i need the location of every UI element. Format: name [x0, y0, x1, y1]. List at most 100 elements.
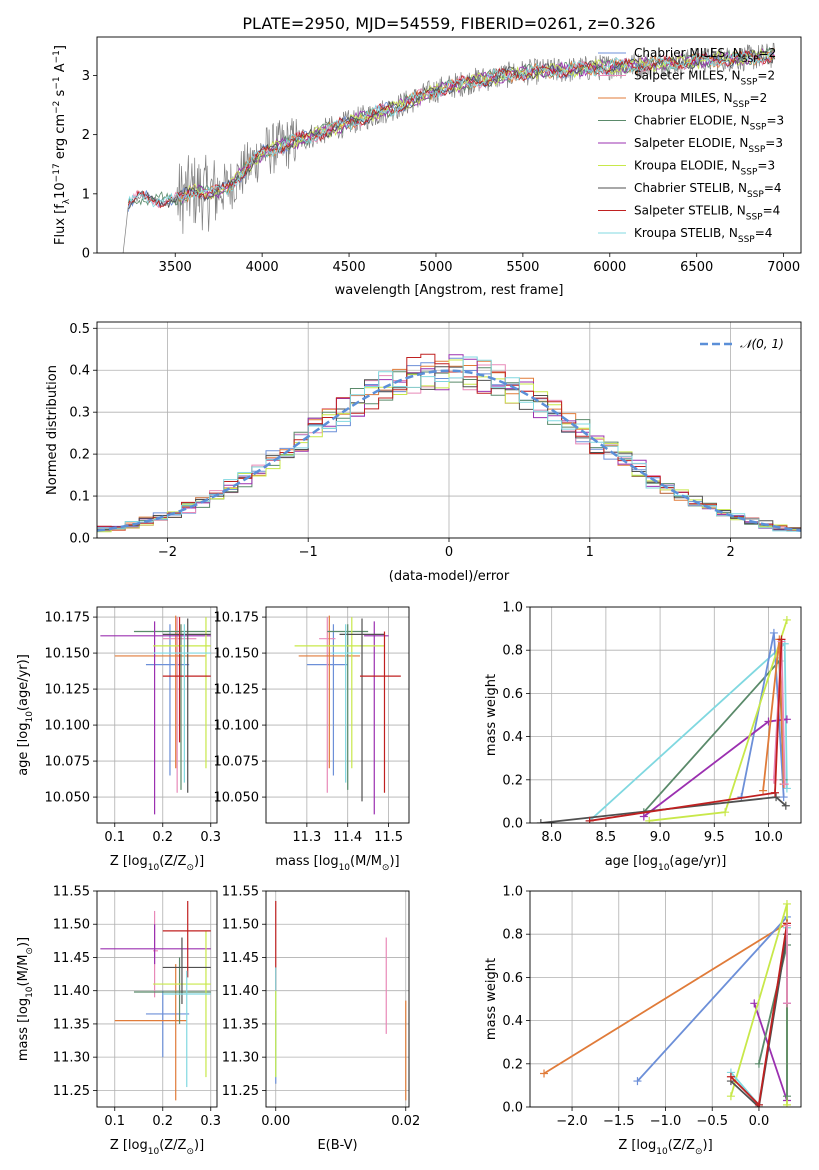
plot-area — [266, 891, 409, 1107]
axes-frame — [529, 606, 802, 824]
x-tick-label: 0.1 — [104, 830, 125, 845]
observed-spectrum — [122, 42, 775, 253]
x-axis-label: age [log10(age/yr)] — [605, 854, 727, 873]
y-tick-label: 10.175 — [214, 611, 260, 626]
mass-weight-marker-salpeter_stelib — [777, 635, 786, 644]
mass-weight-marker-kroupa_miles — [759, 786, 768, 795]
mass-weight-marker-salpeter_elodie — [639, 812, 648, 821]
panel-spectrum: 3500 4000 4500 5000 5500 6000 6500 7000 0 1 2 3 Chab… — [52, 36, 802, 298]
mass-weight-marker-salpeter_miles — [769, 775, 778, 784]
plot-area — [97, 322, 801, 538]
x-tick-label: 0.3 — [200, 830, 221, 845]
y-tick-label: 0.6 — [502, 687, 523, 702]
x-tick-label: 4500 — [333, 260, 366, 275]
y-tick-label: 10.075 — [214, 755, 260, 770]
y-tick-label: 11.45 — [53, 951, 90, 966]
mass-weight-marker-salpeter_elodie — [750, 999, 759, 1008]
mass-weight-line-kroupa_miles — [543, 922, 788, 1075]
y-tick-label: 0.0 — [502, 817, 523, 832]
mass-weight-marker-kroupa_elodie — [645, 816, 654, 823]
y-tick-label: 0.0 — [502, 1101, 523, 1116]
x-tick-label: 2 — [726, 545, 734, 560]
x-tick-label: 8.5 — [596, 830, 617, 845]
mass-weight-marker-chabrier_stelib — [536, 819, 545, 823]
y-tick-label: 11.30 — [53, 1051, 90, 1066]
plot-area — [97, 891, 217, 1107]
y-axis-label: mass [log10(M/M⊙)] — [16, 937, 35, 1061]
mass-weight-marker-kroupa_miles — [540, 1069, 549, 1078]
y-tick-label: 11.50 — [53, 918, 90, 933]
legend-label: Chabrier ELODIE, NSSP=3 — [634, 114, 784, 133]
y-tick-label: 10.100 — [45, 719, 91, 734]
x-tick-label: 0.00 — [261, 1114, 290, 1129]
legend-label: Chabrier MILES, NSSP=2 — [634, 46, 776, 65]
mass-weight-line-kroupa_stelib — [588, 641, 788, 822]
y-tick-label: 0.5 — [69, 322, 90, 337]
y-tick-label: 11.50 — [222, 918, 259, 933]
y-tick-label: 10.050 — [45, 791, 91, 806]
mass-weight-marker-chabrier_miles — [633, 1077, 642, 1086]
x-tick-label: 8.0 — [541, 830, 562, 845]
mass-weight-marker-chabrier_elodie — [754, 1059, 763, 1068]
legend-label: Kroupa STELIB, NSSP=4 — [634, 226, 772, 245]
axes-frame — [96, 36, 802, 254]
legend-label: Salpeter STELIB, NSSP=4 — [634, 204, 780, 223]
legend-label: Salpeter ELODIE, NSSP=3 — [634, 136, 783, 155]
y-tick-label: 11.40 — [53, 984, 90, 999]
y-tick-label: 0.6 — [502, 971, 523, 986]
x-axis-label: Z [log10(Z/Z⊙)] — [110, 854, 204, 873]
panel-age_vs_z: 0.1 0.2 0.3 10.050 10.075 10.100 10.125 10.150 1… — [16, 606, 221, 873]
model-spectrum-kroupa_miles — [175, 47, 775, 203]
x-axis-label: mass [log10(M/M⊙)] — [275, 854, 399, 873]
y-tick-label: 1.0 — [502, 601, 523, 616]
y-tick-label: 11.55 — [53, 885, 90, 900]
figure-title: PLATE=2950, MJD=54559, FIBERID=0261, z=0… — [242, 14, 655, 33]
mass-weight-marker-salpeter_miles — [782, 999, 791, 1008]
mass-weight-marker-salpeter_stelib — [726, 1072, 735, 1081]
mass-weight-marker-chabrier_stelib — [781, 801, 790, 810]
y-tick-label: 0.4 — [502, 730, 523, 745]
residual-hist-kroupa_elodie — [97, 359, 801, 533]
y-axis-label: age [log10(age/yr)] — [16, 654, 35, 776]
x-tick-label: 4000 — [246, 260, 279, 275]
mass-weight-marker-kroupa_elodie — [782, 1100, 791, 1107]
y-tick-label: 0.4 — [502, 1014, 523, 1029]
y-tick-label: 10.175 — [45, 611, 91, 626]
y-tick-label: 10.150 — [214, 647, 260, 662]
y-tick-label: 11.40 — [222, 984, 259, 999]
x-axis-label: Z [log10(Z/Z⊙)] — [110, 1138, 204, 1157]
legend-label: Kroupa MILES, NSSP=2 — [634, 91, 767, 110]
legend-label: Kroupa ELODIE, NSSP=3 — [634, 159, 775, 178]
mass-weight-marker-chabrier_miles — [779, 793, 788, 802]
y-tick-label: 0.2 — [502, 1057, 523, 1072]
residual-hist-salpeter_stelib — [97, 353, 801, 532]
panel-mass_vs_ebv: 0.00 0.02 11.25 11.30 11.35 11.40 11.45 11.50 11… — [222, 885, 420, 1154]
mass-weight-marker-chabrier_miles — [769, 628, 778, 637]
y-tick-label: 0.1 — [69, 490, 90, 505]
x-tick-label: 1 — [586, 545, 594, 560]
x-axis-label: E(B-V) — [317, 1138, 357, 1153]
plot-area — [530, 607, 801, 823]
y-axis-label: Normed distribution — [45, 365, 60, 495]
mass-weight-marker-chabrier_elodie — [782, 1092, 791, 1101]
plot-area — [122, 42, 776, 253]
x-axis-label: Z [log10(Z/Z⊙)] — [618, 1138, 712, 1157]
mass-weight-marker-kroupa_elodie — [782, 615, 791, 624]
mass-weight-marker-salpeter_stelib — [585, 816, 594, 823]
y-tick-label: 11.25 — [53, 1084, 90, 1099]
panel-mass_weight_vs_age: 8.0 8.5 9.0 9.5 10.0 0.0 0.2 0.4 0.6 0.8 1.0 age [l… — [484, 601, 802, 873]
x-tick-label: 5000 — [419, 260, 452, 275]
y-tick-label: 0.0 — [69, 532, 90, 547]
axes-frame — [96, 321, 802, 539]
plot-area — [530, 891, 801, 1107]
y-axis-label: mass weight — [484, 674, 499, 756]
axes-frame — [265, 890, 410, 1108]
x-tick-label: 0.2 — [152, 830, 173, 845]
x-tick-label: 6500 — [680, 260, 713, 275]
x-tick-label: 11.4 — [333, 830, 362, 845]
panel-residuals: −2 −1 0 1 2 0.0 0.1 0.2 0.3 0.4 0.5 𝒩(0, 1) (data-mo… — [45, 321, 802, 584]
x-tick-label: −2.0 — [556, 1114, 588, 1129]
x-tick-label: 5500 — [506, 260, 539, 275]
y-tick-label: 11.45 — [222, 951, 259, 966]
